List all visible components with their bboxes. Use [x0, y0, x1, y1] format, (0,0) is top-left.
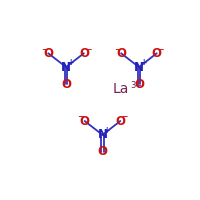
Text: +: +: [67, 58, 74, 67]
Text: N: N: [98, 128, 108, 141]
Text: −: −: [41, 45, 47, 54]
Text: O: O: [61, 78, 71, 91]
Text: La: La: [113, 82, 129, 96]
Text: N: N: [61, 61, 71, 74]
Text: +: +: [104, 126, 110, 135]
Text: N: N: [134, 61, 144, 74]
Text: −: −: [85, 45, 91, 54]
Text: O: O: [80, 115, 90, 128]
Text: −: −: [114, 45, 120, 54]
Text: 3+: 3+: [130, 81, 143, 90]
Text: O: O: [115, 115, 125, 128]
Text: +: +: [140, 58, 146, 67]
Text: −: −: [121, 113, 128, 122]
Text: O: O: [79, 47, 89, 60]
Text: O: O: [98, 145, 108, 158]
Text: O: O: [134, 78, 144, 91]
Text: −: −: [77, 113, 84, 122]
Text: −: −: [158, 45, 164, 54]
Text: O: O: [116, 47, 126, 60]
Text: O: O: [152, 47, 162, 60]
Text: O: O: [43, 47, 53, 60]
